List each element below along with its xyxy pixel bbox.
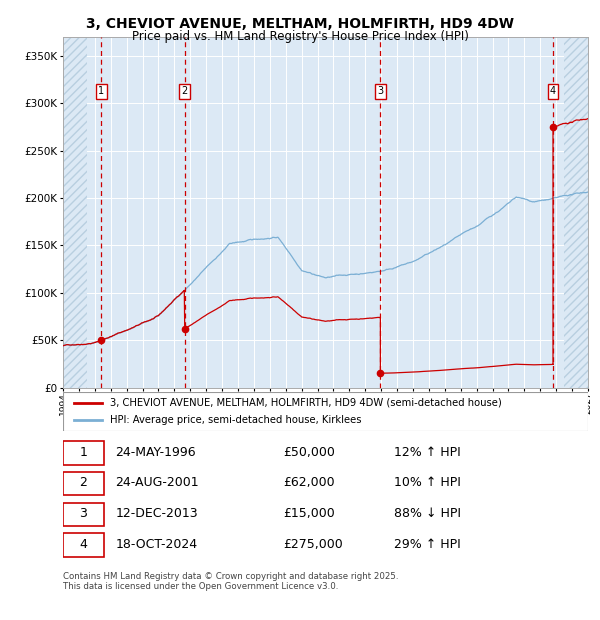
Bar <box>564 37 588 387</box>
Text: 88% ↓ HPI: 88% ↓ HPI <box>394 507 461 520</box>
Text: 10% ↑ HPI: 10% ↑ HPI <box>394 477 461 490</box>
Bar <box>63 37 87 387</box>
Text: 3: 3 <box>80 507 88 520</box>
Text: 1: 1 <box>80 446 88 459</box>
Text: 29% ↑ HPI: 29% ↑ HPI <box>394 538 461 551</box>
Text: 24-AUG-2001: 24-AUG-2001 <box>115 477 199 490</box>
Text: HPI: Average price, semi-detached house, Kirklees: HPI: Average price, semi-detached house,… <box>110 415 362 425</box>
Text: Price paid vs. HM Land Registry's House Price Index (HPI): Price paid vs. HM Land Registry's House … <box>131 30 469 43</box>
Text: 2: 2 <box>80 477 88 490</box>
Text: £275,000: £275,000 <box>284 538 343 551</box>
Text: 4: 4 <box>80 538 88 551</box>
Text: 12-DEC-2013: 12-DEC-2013 <box>115 507 198 520</box>
Text: £50,000: £50,000 <box>284 446 335 459</box>
FancyBboxPatch shape <box>63 503 104 526</box>
Text: 3: 3 <box>377 87 383 97</box>
Text: 3, CHEVIOT AVENUE, MELTHAM, HOLMFIRTH, HD9 4DW (semi-detached house): 3, CHEVIOT AVENUE, MELTHAM, HOLMFIRTH, H… <box>110 398 502 408</box>
FancyBboxPatch shape <box>63 441 104 465</box>
FancyBboxPatch shape <box>63 472 104 495</box>
Text: 12% ↑ HPI: 12% ↑ HPI <box>394 446 461 459</box>
Text: 18-OCT-2024: 18-OCT-2024 <box>115 538 197 551</box>
Text: £15,000: £15,000 <box>284 507 335 520</box>
Text: 1: 1 <box>98 87 104 97</box>
Text: 24-MAY-1996: 24-MAY-1996 <box>115 446 196 459</box>
Text: 2: 2 <box>182 87 188 97</box>
Text: Contains HM Land Registry data © Crown copyright and database right 2025.
This d: Contains HM Land Registry data © Crown c… <box>63 572 398 591</box>
Text: 4: 4 <box>550 87 556 97</box>
FancyBboxPatch shape <box>63 533 104 557</box>
Text: 3, CHEVIOT AVENUE, MELTHAM, HOLMFIRTH, HD9 4DW: 3, CHEVIOT AVENUE, MELTHAM, HOLMFIRTH, H… <box>86 17 514 32</box>
Text: £62,000: £62,000 <box>284 477 335 490</box>
